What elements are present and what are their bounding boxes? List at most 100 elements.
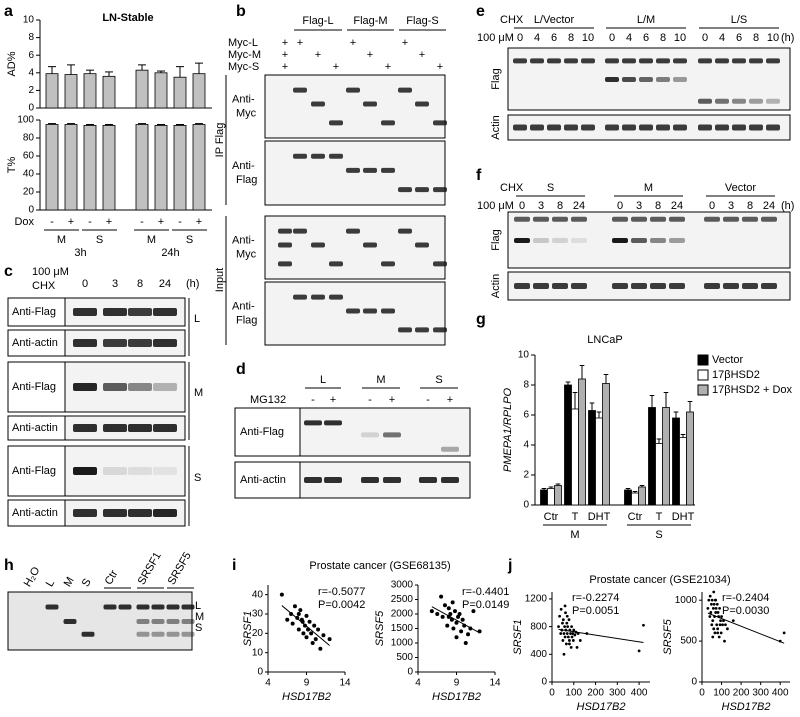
- band: [441, 477, 459, 483]
- label: +: [282, 61, 288, 73]
- band: [723, 283, 739, 289]
- band: [346, 167, 360, 173]
- point: [712, 602, 716, 606]
- point: [724, 623, 727, 627]
- bar: [64, 74, 78, 109]
- band: [151, 619, 165, 624]
- y-tick-label: 4: [28, 67, 34, 78]
- annotation: P=0.0030: [722, 605, 769, 617]
- band: [669, 283, 685, 289]
- y-tick-label: 60: [23, 151, 35, 162]
- point: [566, 625, 570, 629]
- label: S: [194, 472, 201, 484]
- label: L: [320, 374, 326, 386]
- label: (h): [781, 32, 794, 44]
- label: 8: [137, 278, 143, 290]
- point: [711, 619, 715, 623]
- y-axis-label: AD%: [6, 51, 18, 76]
- band: [656, 124, 670, 131]
- band: [533, 216, 549, 222]
- band: [732, 58, 746, 64]
- band: [136, 619, 150, 624]
- point: [561, 639, 565, 642]
- label: 8: [655, 200, 661, 212]
- x-axis-label: HSD17B2: [577, 701, 626, 713]
- band: [103, 467, 127, 475]
- blot-frame: [264, 281, 446, 346]
- point: [459, 629, 464, 634]
- point: [454, 620, 459, 625]
- point: [442, 603, 447, 608]
- label: Anti-Flag: [240, 426, 284, 438]
- label: 10: [767, 32, 779, 44]
- point: [714, 611, 718, 614]
- label: 24: [671, 200, 683, 212]
- band: [153, 383, 177, 391]
- label: L: [194, 313, 200, 325]
- band: [650, 216, 666, 222]
- bar: [662, 407, 670, 506]
- band: [564, 58, 578, 64]
- band: [361, 432, 379, 438]
- x-tick-label: 14: [489, 678, 501, 689]
- label: Myc: [236, 248, 257, 260]
- band: [398, 228, 412, 234]
- annotation: r=-0.4401: [462, 586, 509, 598]
- y-tick-label: 2000: [391, 609, 414, 620]
- band: [533, 283, 549, 289]
- point: [318, 646, 323, 651]
- bar: [655, 443, 663, 506]
- band: [45, 604, 59, 610]
- label: 100 μM: [477, 200, 514, 212]
- band: [673, 124, 687, 131]
- band: [631, 283, 647, 289]
- point: [558, 614, 562, 618]
- band: [293, 294, 307, 300]
- point: [292, 604, 297, 609]
- point: [707, 598, 711, 602]
- point: [279, 592, 284, 597]
- band: [181, 619, 195, 624]
- y-tick-label: 1000: [675, 595, 698, 606]
- point: [429, 609, 434, 614]
- x-tick-label: 100: [713, 688, 730, 699]
- label: Myc: [236, 107, 257, 119]
- supergroup-label: 3h: [74, 247, 86, 259]
- band: [381, 308, 395, 314]
- point: [559, 607, 563, 611]
- label: -: [311, 394, 315, 406]
- point: [573, 633, 577, 637]
- y-axis-label: SRSF5: [662, 618, 674, 654]
- band: [103, 383, 127, 391]
- label: -: [368, 394, 372, 406]
- band: [571, 216, 587, 222]
- group-label: S: [96, 234, 103, 246]
- legend-swatch: [697, 369, 709, 381]
- panel-label: h: [4, 557, 14, 574]
- x-axis-label: HSD17B2: [722, 701, 771, 713]
- point: [290, 621, 295, 626]
- point: [708, 615, 712, 618]
- band: [136, 631, 150, 637]
- y-axis-label: SRSF5: [374, 610, 386, 646]
- trend-line: [558, 628, 644, 644]
- band: [639, 124, 653, 131]
- annotation: P=0.0149: [462, 599, 509, 611]
- band: [669, 216, 685, 222]
- point: [723, 639, 726, 643]
- band: [383, 477, 401, 483]
- band: [128, 424, 152, 432]
- y-tick-label: 0: [541, 677, 547, 688]
- label: Flag: [490, 68, 502, 89]
- label: +: [447, 394, 453, 406]
- label: +: [282, 37, 288, 49]
- band: [732, 124, 746, 131]
- x-tick-label: 300: [752, 688, 769, 699]
- x-tick-label: 14: [339, 678, 351, 689]
- band: [398, 327, 412, 333]
- y-tick-label: 40: [252, 589, 264, 600]
- y-tick-label: 3000: [391, 580, 414, 591]
- label: 8: [753, 32, 759, 44]
- point: [301, 631, 306, 636]
- band: [415, 242, 429, 248]
